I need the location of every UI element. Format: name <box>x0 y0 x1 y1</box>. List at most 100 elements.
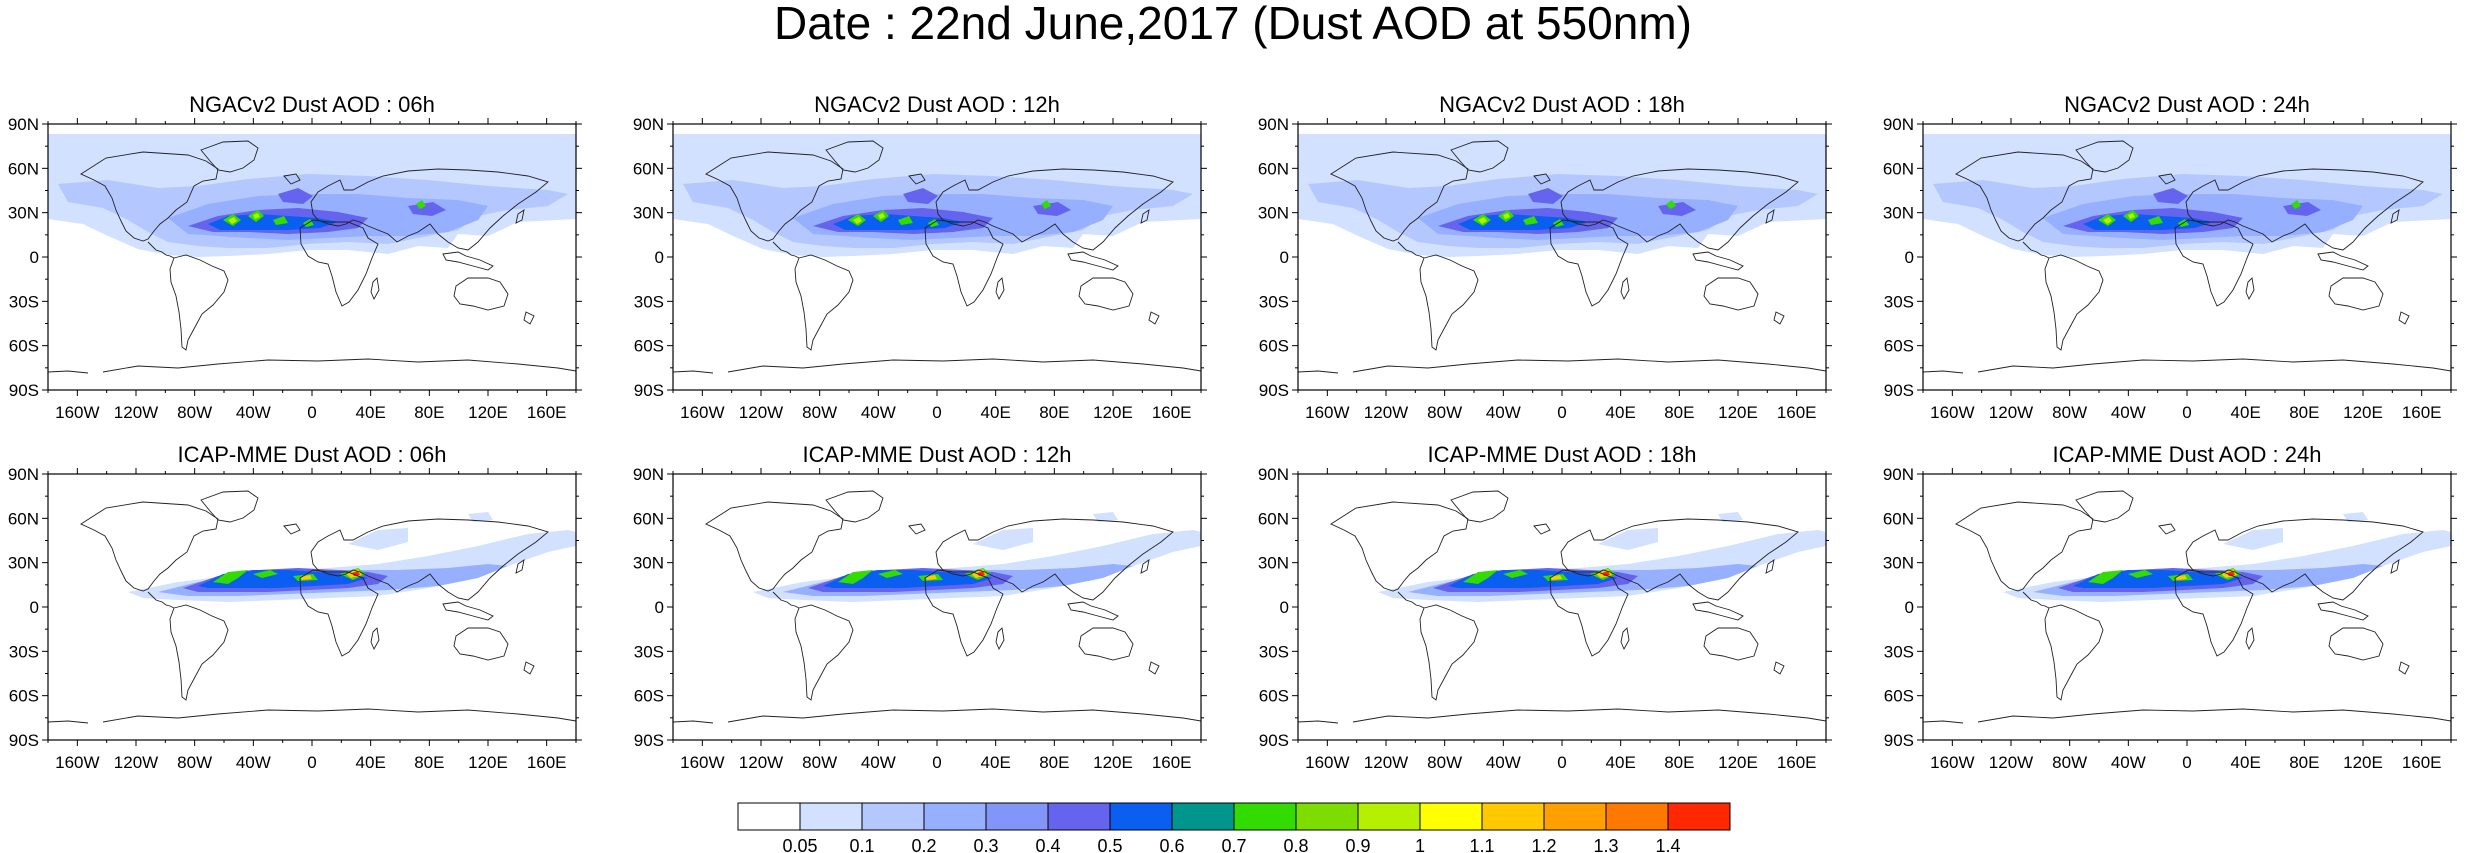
lat-label: 0 <box>30 248 39 267</box>
dust-field <box>48 124 576 390</box>
lat-label: 60S <box>9 687 39 706</box>
colorbar-swatch <box>1109 802 1173 831</box>
lon-label: 0 <box>1557 753 1566 772</box>
colorbar-label: 1.4 <box>1655 836 1680 853</box>
map-panel: ICAP-MME Dust AOD : 24h 90N 60N 30N 0 30S 60S 9… <box>1883 442 2457 772</box>
lat-label: 60S <box>634 337 664 356</box>
lat-label: 30S <box>1884 292 1914 311</box>
lat-label: 90S <box>9 381 39 400</box>
lon-label: 120E <box>1093 403 1133 422</box>
panel-title: NGACv2 Dust AOD : 24h <box>2064 92 2310 117</box>
colorbar-swatch <box>1605 802 1669 831</box>
lat-label: 30N <box>633 554 664 573</box>
dust-field <box>1298 124 1826 390</box>
lat-label: 30S <box>9 292 39 311</box>
lon-label: 160E <box>527 403 567 422</box>
colorbar-swatch <box>861 802 925 831</box>
lat-label: 60N <box>1883 509 1914 528</box>
lon-label: 40E <box>2231 403 2261 422</box>
colorbar-swatch <box>1543 802 1607 831</box>
figure-title: Date : 22nd June,2017 (Dust AOD at 550nm… <box>774 0 1692 49</box>
lat-label: 60N <box>633 509 664 528</box>
colorbar-label: 0.05 <box>782 836 817 853</box>
lon-label: 160W <box>1305 753 1349 772</box>
map-panel: ICAP-MME Dust AOD : 06h 90N 60N 30N 0 30S 60S 9… <box>8 442 582 772</box>
panel-title: ICAP-MME Dust AOD : 12h <box>803 442 1072 467</box>
colorbar-label: 0.6 <box>1159 836 1184 853</box>
lon-label: 120W <box>1364 753 1408 772</box>
lon-label: 160E <box>527 753 567 772</box>
lat-label: 60S <box>1884 337 1914 356</box>
lon-label: 160E <box>2402 403 2442 422</box>
lon-label: 120W <box>739 753 783 772</box>
colorbar-label: 0.9 <box>1345 836 1370 853</box>
colorbar-label: 0.2 <box>911 836 936 853</box>
lon-label: 0 <box>307 753 316 772</box>
lon-label: 40W <box>236 753 271 772</box>
lon-label: 80W <box>2052 753 2087 772</box>
map-panel: ICAP-MME Dust AOD : 12h 90N 60N 30N 0 30S 60S 9… <box>633 442 1207 772</box>
lon-label: 160W <box>1305 403 1349 422</box>
lat-label: 30N <box>1883 204 1914 223</box>
lon-label: 160E <box>1777 753 1817 772</box>
lat-label: 0 <box>655 598 664 617</box>
lon-label: 160W <box>1930 403 1974 422</box>
lon-label: 0 <box>932 403 941 422</box>
colorbar-label: 0.7 <box>1221 836 1246 853</box>
lon-label: 80E <box>414 403 444 422</box>
panel-title: NGACv2 Dust AOD : 06h <box>189 92 435 117</box>
lat-label: 0 <box>30 598 39 617</box>
lat-label: 30N <box>8 554 39 573</box>
colorbar-label: 0.5 <box>1097 836 1122 853</box>
lon-label: 0 <box>2182 403 2191 422</box>
panel-title: ICAP-MME Dust AOD : 18h <box>1428 442 1697 467</box>
lon-label: 40E <box>356 753 386 772</box>
lat-label: 30N <box>8 204 39 223</box>
lon-label: 120E <box>2343 753 2383 772</box>
lat-label: 0 <box>1280 248 1289 267</box>
colorbar-swatch <box>1419 802 1483 831</box>
colorbar-swatch <box>1295 802 1359 831</box>
colorbar-label: 0.3 <box>973 836 998 853</box>
lon-label: 80W <box>1427 753 1462 772</box>
lat-label: 90N <box>1258 465 1289 484</box>
lat-label: 90S <box>634 731 664 750</box>
lon-label: 80W <box>1427 403 1462 422</box>
map-panel: NGACv2 Dust AOD : 18h 90N 60N 30N 0 30S 60S 90S… <box>1258 92 1832 422</box>
lat-label: 90S <box>1259 731 1289 750</box>
lat-label: 90N <box>8 465 39 484</box>
panel-title: NGACv2 Dust AOD : 12h <box>814 92 1060 117</box>
lon-label: 120W <box>739 403 783 422</box>
colorbar-swatch <box>737 802 801 831</box>
lat-label: 90S <box>634 381 664 400</box>
lon-label: 0 <box>307 403 316 422</box>
lon-label: 160E <box>1777 403 1817 422</box>
lat-label: 30S <box>634 292 664 311</box>
lat-label: 90S <box>1884 381 1914 400</box>
lon-label: 120E <box>1718 403 1758 422</box>
lon-label: 80E <box>2289 753 2319 772</box>
lat-label: 90S <box>1259 381 1289 400</box>
dust-field <box>1923 474 2451 740</box>
lon-label: 40W <box>2111 403 2146 422</box>
lon-label: 40E <box>2231 753 2261 772</box>
colorbar-swatch <box>1233 802 1297 831</box>
lon-label: 120E <box>468 753 508 772</box>
lon-label: 120E <box>1718 753 1758 772</box>
lat-label: 60S <box>1259 337 1289 356</box>
lon-label: 40W <box>1486 753 1521 772</box>
colorbar-swatch <box>799 802 863 831</box>
lon-label: 80W <box>2052 403 2087 422</box>
lat-label: 60N <box>1883 159 1914 178</box>
lon-label: 40W <box>236 403 271 422</box>
colorbar-label: 1.3 <box>1593 836 1618 853</box>
lon-label: 80W <box>177 403 212 422</box>
lat-label: 90N <box>633 465 664 484</box>
lat-label: 0 <box>1905 598 1914 617</box>
colorbar-swatch <box>923 802 987 831</box>
lon-label: 160W <box>55 753 99 772</box>
lon-label: 120E <box>468 403 508 422</box>
lat-label: 60S <box>634 687 664 706</box>
lat-label: 60N <box>8 159 39 178</box>
lon-label: 120W <box>1364 403 1408 422</box>
